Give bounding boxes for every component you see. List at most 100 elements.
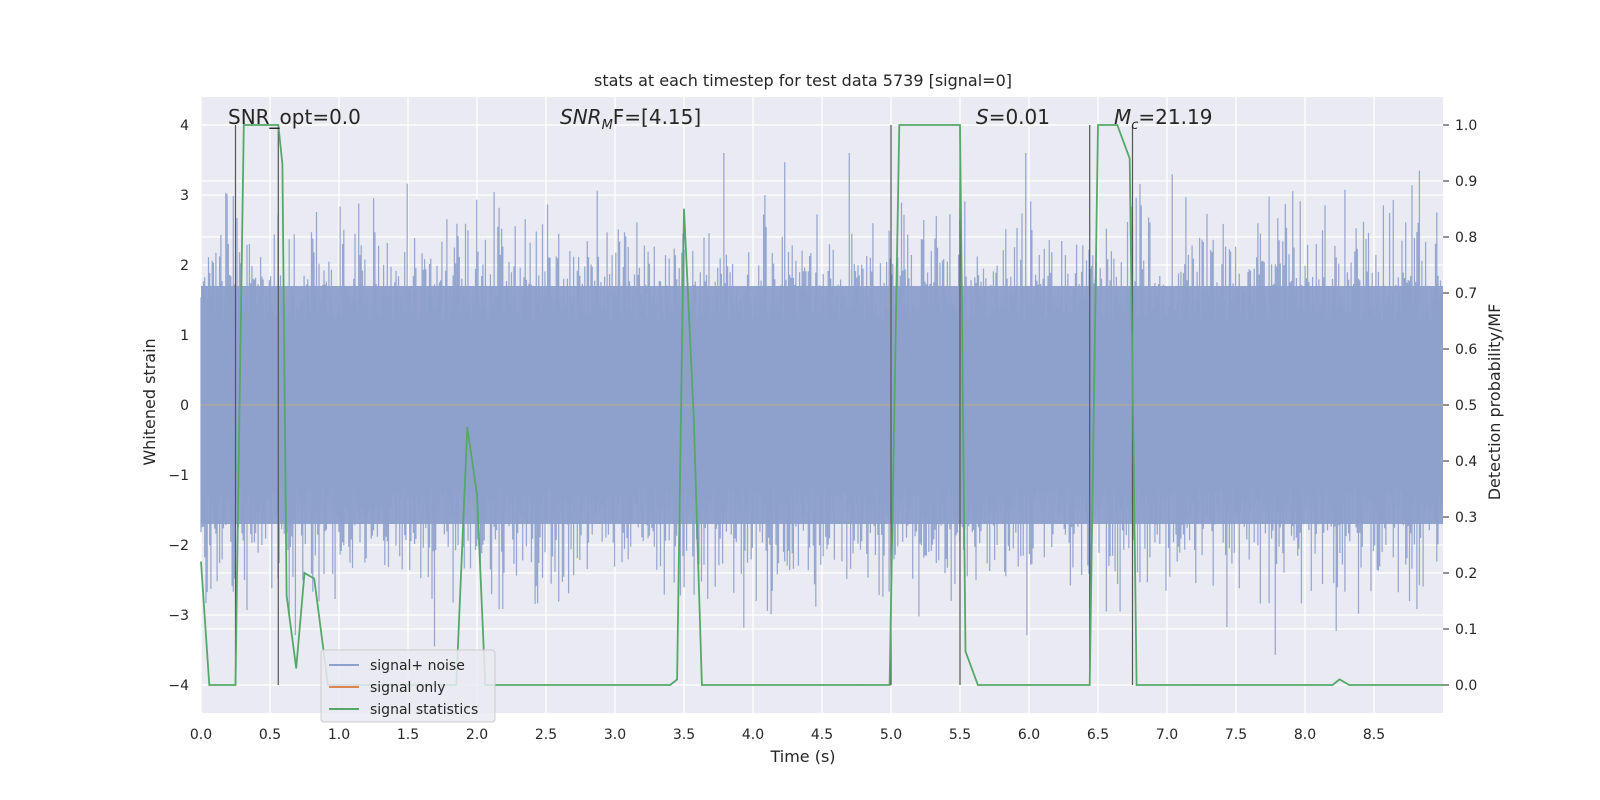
plot-area [200,97,1444,713]
signal-statistics-point [285,594,288,597]
signal-statistics-point [964,650,967,653]
y-left-tick-label: −3 [168,608,189,624]
y-left-tick-label: 4 [180,118,189,134]
annotation-s-suffix: =0.01 [989,105,1050,129]
x-tick-label: 8.0 [1294,727,1316,743]
y-left-tick-label: 1 [180,328,189,344]
signal-statistics-point [277,124,279,126]
signal-statistics-point [701,684,703,686]
y-right-tick-label: 0.4 [1455,454,1477,470]
legend-label: signal only [370,680,445,696]
annotation-s: S=0.01 [976,105,1050,129]
chart-title: stats at each timestep for test data 573… [594,71,1012,90]
annotation-snr-mf-prefix: SNR [560,105,602,129]
y-right-tick-label: 0.8 [1455,230,1477,246]
signal-statistics-point [898,124,900,126]
y-left-tick-label: 2 [180,258,189,274]
signal-statistics-point [303,572,306,574]
signal-statistics-point [1338,678,1341,681]
annotation-s-prefix: S [976,105,989,129]
signal-statistics-point [1332,684,1334,686]
signal-statistics-point [208,684,210,686]
legend: signal+ noise signal only signal statistic… [320,649,496,723]
signal-statistics-point [1097,124,1099,126]
signal-statistics-point [676,678,678,681]
x-tick-label: 0.5 [259,727,281,743]
y-right-tick-label: 0.7 [1455,286,1477,302]
y-left-axis-label: Whitened strain [140,338,159,465]
series-signal-statistics [200,124,1444,686]
signal-statistics-point [281,163,284,165]
signal-statistics-point [243,124,245,126]
annotation-mc-sub: c [1131,118,1138,133]
y-right-tick-label: 1.0 [1455,118,1477,134]
x-tick-label: 3.5 [673,727,695,743]
annotation-mc-prefix: M [1114,105,1131,129]
y-right-tick-label: 0.9 [1455,174,1477,190]
signal-statistics-point [669,684,671,686]
signal-statistics-point [862,684,865,686]
x-tick-label: 4.5 [811,727,833,743]
x-tick-label: 4.0 [742,727,764,743]
y-left-tick-label: −2 [168,538,189,554]
x-tick-label: 3.0 [604,727,626,743]
x-tick-label: 8.5 [1363,727,1385,743]
signal-statistics-point [977,684,979,686]
signal-statistics-point [1373,684,1375,686]
y-right-tick-label: 0.5 [1455,398,1477,414]
signal-statistics-point [200,561,202,563]
signal-statistics-point [1348,684,1350,686]
x-tick-label: 7.5 [1225,727,1247,743]
y-left-tick-label: −4 [168,678,189,694]
x-tick-label: 6.5 [1087,727,1109,743]
annotation-snr-mf-sub: M [602,118,613,133]
signal-statistics-point [889,684,891,686]
signal-statistics-point [234,684,237,686]
x-tick-label: 0.0 [190,727,212,743]
x-axis-ticks: 0.0 0.5 1.0 1.5 2.0 2.5 3.0 3.5 4.0 4.5 5.0 5.5 6.0 6… [190,727,1385,743]
annotation-snr-mf-suffix: F=[4.15] [613,105,701,129]
x-tick-label: 5.5 [949,727,971,743]
y-right-axis-ticks: 1.0 0.9 0.8 0.7 0.6 0.5 0.4 0.3 0.2 0.1 0.0 [1443,118,1477,694]
x-tick-label: 1.0 [328,727,350,743]
annotation-snr-mf: SNRMF=[4.15] [560,105,701,133]
y-left-tick-label: 3 [180,188,189,204]
signal-statistics-point [295,667,297,669]
legend-box [320,649,496,723]
y-left-tick-label: −1 [168,468,189,484]
x-tick-label: 5.0 [880,727,902,743]
annotation-snr-opt: SNR_opt=0.0 [228,105,361,129]
signal-statistics-point [1089,684,1091,686]
x-tick-label: 2.5 [535,727,557,743]
x-tick-label: 2.0 [466,727,488,743]
y-right-axis-label: Detection probability/MF [1485,304,1504,501]
legend-label: signal+ noise [370,658,465,674]
y-right-tick-label: 0.1 [1455,622,1477,638]
y-right-tick-label: 0.2 [1455,566,1477,582]
x-tick-label: 7.0 [1156,727,1178,743]
signal-statistics-point [476,494,478,496]
legend-label: signal statistics [370,702,478,718]
y-right-tick-label: 0.3 [1455,510,1477,526]
x-tick-label: 1.5 [397,727,419,743]
x-axis-label: Time (s) [769,747,835,766]
y-left-tick-label: 0 [180,398,189,414]
signal-statistics-point [313,578,315,580]
signal-statistics-point [466,426,468,428]
signal-statistics-point [1194,684,1196,686]
signal-statistics-point [693,415,695,417]
signal-statistics-point [683,208,685,210]
signal-statistics-point [1116,124,1118,126]
annotation-mc-suffix: =21.19 [1138,105,1212,129]
signal-statistics-point [1129,158,1131,160]
y-right-tick-label: 0.0 [1455,678,1477,694]
y-left-axis-ticks: 4 3 2 1 0 −1 −2 −3 −4 [168,118,189,694]
signal-statistics-point [959,124,961,126]
signal-statistics-point [1136,684,1138,686]
y-right-tick-label: 0.6 [1455,342,1477,358]
annotation-mc: Mc=21.19 [1114,105,1212,133]
x-tick-label: 6.0 [1018,727,1040,743]
annotations: SNR_opt=0.0 SNRMF=[4.15] S=0.01 Mc=21.19 [228,105,1212,133]
signal-statistics-point [237,488,239,490]
